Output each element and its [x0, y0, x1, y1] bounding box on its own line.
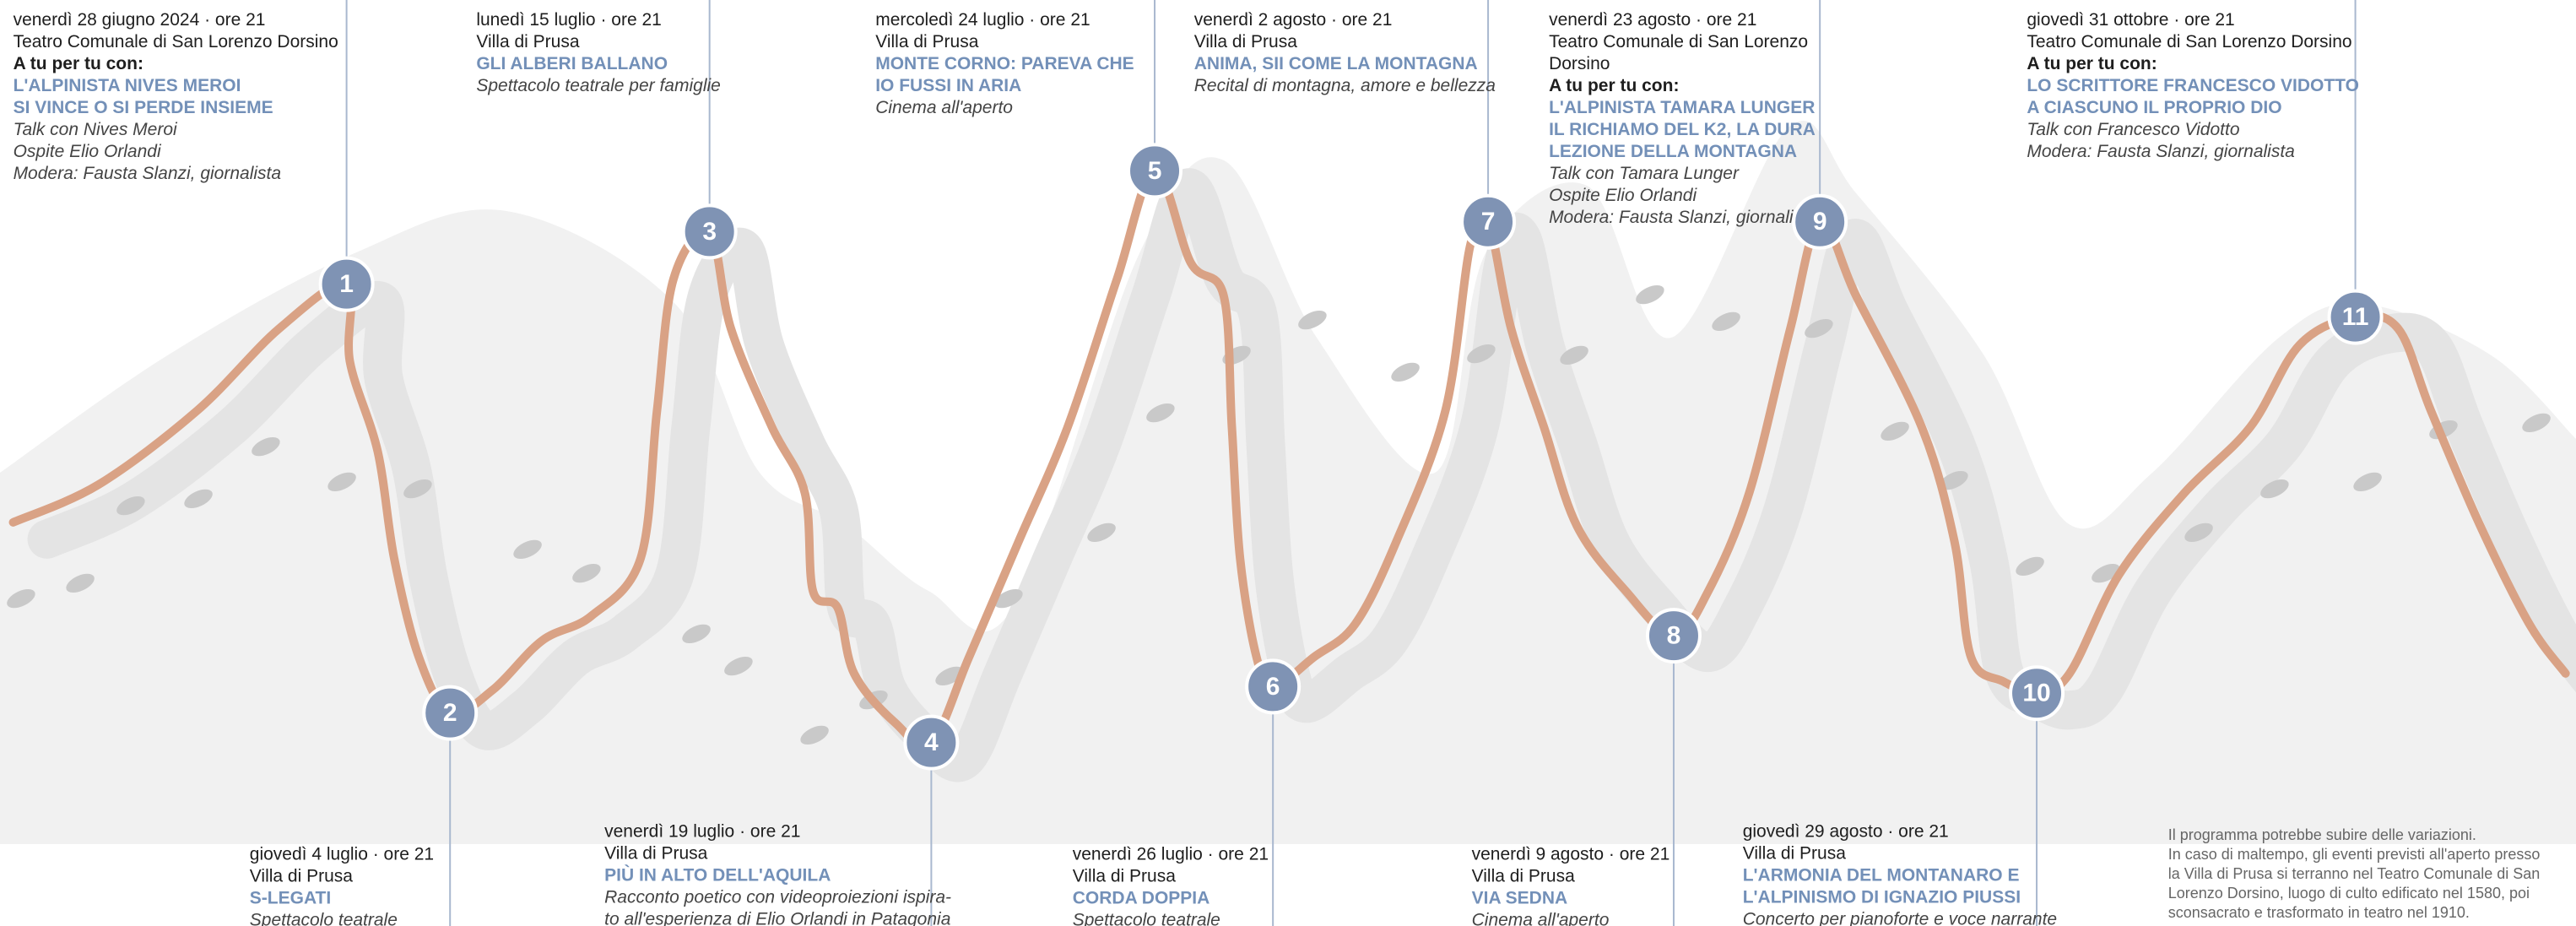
event: venerdì 2 agosto · ore 21 Villa di Prusa A… [1194, 10, 1496, 95]
event-title: L'ARMONIA DEL MONTANARO E [1743, 865, 2020, 885]
event: venerdì 26 luglio · ore 21 Villa di Prusa… [1073, 845, 1269, 926]
event-note: Modera: Fausta Slanzi, giornalista [2027, 142, 2295, 161]
event-date: venerdì 9 agosto · ore 21 [1472, 845, 1670, 864]
event-note: Talk con Tamara Lunger [1549, 164, 1740, 183]
event-note: Cinema all'aperto [1472, 911, 1610, 926]
footnote: Lorenzo Dorsino, luogo di culto edificat… [2168, 885, 2530, 902]
event-title: LO SCRITTORE FRANCESCO VIDOTTO [2027, 76, 2359, 95]
event-venue: Teatro Comunale di San Lorenzo Dorsino [14, 32, 338, 51]
event-number: 4 [924, 728, 939, 756]
footnote: la Villa di Prusa si terranno nel Teatro… [2168, 865, 2541, 882]
program-timeline: venerdì 28 giugno 2024 · ore 21 Teatro Co… [0, 0, 2576, 926]
event-date: venerdì 28 giugno 2024 · ore 21 [14, 10, 266, 30]
event-venue: Dorsino [1549, 54, 1610, 73]
event-title: SI VINCE O SI PERDE INSIEME [14, 98, 273, 117]
event-intro: A tu per tu con: [1549, 76, 1679, 95]
event-date: giovedì 29 agosto · ore 21 [1743, 821, 1949, 841]
event-number: 8 [1667, 622, 1681, 650]
event-number: 5 [1148, 157, 1162, 185]
event-note: Concerto per pianoforte e voce narrante [1743, 909, 2057, 926]
event-title: CORDA DOPPIA [1073, 889, 1210, 908]
event-date: giovedì 31 ottobre · ore 21 [2027, 10, 2234, 30]
event-number: 6 [1266, 673, 1280, 701]
event-venue: Villa di Prusa [250, 867, 353, 886]
event-note: Spettacolo teatrale [250, 911, 398, 926]
event: giovedì 4 luglio · ore 21 Villa di Prusa S… [250, 845, 434, 926]
event-note: Modera: Fausta Slanzi, giornalista [1549, 208, 1817, 227]
event-number: 11 [2342, 303, 2369, 331]
event: venerdì 28 giugno 2024 · ore 21 Teatro Co… [14, 10, 338, 183]
event-venue: Villa di Prusa [604, 843, 707, 863]
event-title: ANIMA, SII COME LA MONTAGNA [1194, 54, 1478, 73]
event-number: 1 [339, 270, 354, 298]
event-date: venerdì 23 agosto · ore 21 [1549, 10, 1756, 30]
event-title: IO FUSSI IN ARIA [875, 76, 1021, 95]
event-venue: Teatro Comunale di San Lorenzo [1549, 32, 1808, 51]
event-note: Ospite Elio Orlandi [1549, 186, 1697, 205]
footnote: Il programma potrebbe subire delle varia… [2168, 826, 2476, 843]
event-venue: Villa di Prusa [875, 32, 978, 51]
event: giovedì 31 ottobre · ore 21 Teatro Comuna… [2027, 10, 2359, 161]
event-note: Spettacolo teatrale [1073, 911, 1220, 926]
event-note: Recital di montagna, amore e bellezza [1194, 76, 1496, 95]
event-venue: Teatro Comunale di San Lorenzo Dorsino [2027, 32, 2351, 51]
event-intro: A tu per tu con: [14, 54, 143, 73]
event-date: lunedì 15 luglio · ore 21 [476, 10, 662, 30]
event-title: PIÙ IN ALTO DELL'AQUILA [604, 864, 831, 885]
event: venerdì 9 agosto · ore 21 Villa di Prusa V… [1472, 845, 1670, 926]
event-number: 3 [702, 218, 717, 246]
event-venue: Villa di Prusa [1472, 867, 1575, 886]
event-note: Cinema all'aperto [875, 98, 1013, 117]
event-number: 2 [443, 699, 457, 727]
event-intro: A tu per tu con: [2027, 54, 2157, 73]
event-date: mercoledì 24 luglio · ore 21 [875, 10, 1090, 30]
event-note: Talk con Nives Meroi [14, 120, 178, 139]
event-title: VIA SEDNA [1472, 889, 1568, 908]
event-title: L'ALPINISTA NIVES MEROI [14, 76, 241, 95]
event-title: GLI ALBERI BALLANO [476, 54, 668, 73]
event-title: IL RICHIAMO DEL K2, LA DURA [1549, 120, 1816, 139]
event-title: L'ALPINISMO DI IGNAZIO PIUSSI [1743, 887, 2021, 907]
event: lunedì 15 luglio · ore 21 Villa di Prusa G… [476, 10, 721, 95]
event-date: venerdì 2 agosto · ore 21 [1194, 10, 1393, 30]
event-number: 10 [2022, 680, 2050, 707]
event-venue: Villa di Prusa [1743, 843, 1846, 863]
event-note: Ospite Elio Orlandi [14, 142, 162, 161]
footprint [1388, 359, 1422, 386]
event-venue: Villa di Prusa [1194, 32, 1297, 51]
event-date: venerdì 26 luglio · ore 21 [1073, 845, 1269, 864]
event-date: venerdì 19 luglio · ore 21 [604, 821, 800, 841]
event-venue: Villa di Prusa [1073, 867, 1176, 886]
event-note: Racconto poetico con videoproiezioni isp… [604, 887, 951, 907]
event: mercoledì 24 luglio · ore 21 Villa di Pru… [875, 10, 1134, 117]
event-date: giovedì 4 luglio · ore 21 [250, 845, 434, 864]
event-title: MONTE CORNO: PAREVA CHE [875, 54, 1134, 73]
footnote: In caso di maltempo, gli eventi previsti… [2168, 846, 2541, 863]
event-title: L'ALPINISTA TAMARA LUNGER [1549, 98, 1815, 117]
event-note: Talk con Francesco Vidotto [2027, 120, 2239, 139]
event-title: A CIASCUNO IL PROPRIO DIO [2027, 98, 2281, 117]
event-note: Modera: Fausta Slanzi, giornalista [14, 164, 282, 183]
event-note: Spettacolo teatrale per famiglie [476, 76, 721, 95]
event-title: LEZIONE DELLA MONTAGNA [1549, 142, 1797, 161]
event-title: S-LEGATI [250, 889, 331, 908]
event-number: 9 [1813, 208, 1827, 236]
event-number: 7 [1481, 208, 1496, 236]
footnote: sconsacrato e trasformato in teatro nel … [2168, 904, 2470, 921]
event-note: to all'esperienza di Elio Orlandi in Pat… [604, 909, 950, 926]
event-venue: Villa di Prusa [476, 32, 579, 51]
